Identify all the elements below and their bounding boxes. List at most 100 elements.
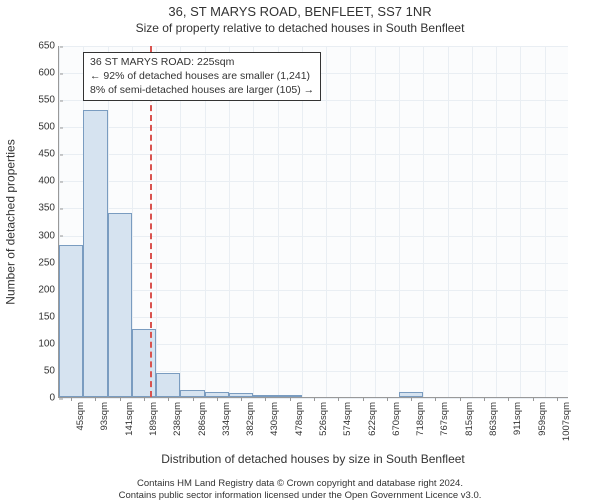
y-tick-label: 350 — [19, 203, 59, 214]
y-tick-label: 650 — [19, 41, 59, 52]
y-tick-label: 0 — [19, 393, 59, 404]
footer-line1: Contains HM Land Registry data © Crown c… — [0, 478, 600, 490]
y-tick-label: 250 — [19, 257, 59, 268]
gridline-h — [59, 46, 568, 47]
gridline-h — [59, 317, 568, 318]
gridline-h — [59, 236, 568, 237]
x-tick-label: 286sqm — [195, 402, 208, 436]
x-tick-label: 718sqm — [413, 402, 426, 436]
gridline-h — [59, 127, 568, 128]
gridline-v — [448, 46, 449, 397]
histogram-bar — [399, 392, 423, 397]
y-tick-label: 550 — [19, 95, 59, 106]
y-tick-label: 50 — [19, 365, 59, 376]
histogram-bar — [108, 213, 132, 397]
plot-area: 0501001502002503003504004505005506006504… — [58, 46, 568, 398]
page-title: 36, ST MARYS ROAD, BENFLEET, SS7 1NR — [0, 4, 600, 21]
gridline-h — [59, 290, 568, 291]
x-tick-mark — [95, 397, 96, 401]
x-tick-mark — [241, 397, 242, 401]
y-tick-label: 400 — [19, 176, 59, 187]
annotation-line1: 36 ST MARYS ROAD: 225sqm — [90, 55, 314, 69]
histogram-bar — [132, 329, 156, 397]
gridline-h — [59, 181, 568, 182]
x-tick-label: 430sqm — [267, 402, 280, 436]
footer-line2: Contains public sector information licen… — [0, 490, 600, 500]
page-subtitle: Size of property relative to detached ho… — [0, 21, 600, 37]
chart-container: 36, ST MARYS ROAD, BENFLEET, SS7 1NR Siz… — [0, 4, 600, 500]
x-tick-label: 1007sqm — [559, 402, 572, 441]
footer: Contains HM Land Registry data © Crown c… — [0, 478, 600, 500]
x-tick-mark — [144, 397, 145, 401]
x-tick-mark — [193, 397, 194, 401]
x-tick-label: 622sqm — [365, 402, 378, 436]
gridline-h — [59, 208, 568, 209]
x-tick-mark — [557, 397, 558, 401]
histogram-bar — [83, 110, 107, 397]
y-tick-label: 100 — [19, 338, 59, 349]
x-tick-mark — [411, 397, 412, 401]
annotation-line3: 8% of semi-detached houses are larger (1… — [90, 83, 314, 97]
x-tick-mark — [460, 397, 461, 401]
gridline-v — [496, 46, 497, 397]
x-tick-mark — [290, 397, 291, 401]
histogram-bar — [229, 393, 253, 397]
x-tick-mark — [314, 397, 315, 401]
x-tick-label: 574sqm — [340, 402, 353, 436]
gridline-v — [520, 46, 521, 397]
gridline-v — [399, 46, 400, 397]
x-tick-label: 959sqm — [535, 402, 548, 436]
annotation-box: 36 ST MARYS ROAD: 225sqm← 92% of detache… — [83, 52, 321, 101]
x-tick-mark — [484, 397, 485, 401]
x-tick-label: 911sqm — [510, 402, 523, 435]
x-tick-mark — [265, 397, 266, 401]
gridline-h — [59, 263, 568, 264]
y-tick-label: 300 — [19, 230, 59, 241]
histogram-bar — [59, 245, 83, 397]
gridline-h — [59, 154, 568, 155]
y-tick-label: 150 — [19, 311, 59, 322]
y-axis-label-wrap: Number of detached properties — [4, 46, 18, 398]
x-tick-label: 334sqm — [219, 402, 232, 436]
x-tick-label: 141sqm — [122, 402, 135, 436]
gridline-v — [375, 46, 376, 397]
x-tick-label: 767sqm — [437, 402, 450, 436]
x-tick-label: 815sqm — [462, 402, 475, 436]
plot-canvas: 0501001502002503003504004505005506006504… — [58, 46, 568, 398]
x-tick-mark — [533, 397, 534, 401]
gridline-v — [350, 46, 351, 397]
x-tick-label: 382sqm — [243, 402, 256, 436]
gridline-v — [423, 46, 424, 397]
x-tick-mark — [338, 397, 339, 401]
x-tick-label: 863sqm — [486, 402, 499, 436]
histogram-bar — [278, 395, 302, 397]
y-axis-label: Number of detached properties — [4, 139, 18, 304]
histogram-bar — [253, 395, 277, 397]
y-tick-label: 600 — [19, 68, 59, 79]
x-tick-mark — [120, 397, 121, 401]
x-tick-mark — [508, 397, 509, 401]
annotation-line2: ← 92% of detached houses are smaller (1,… — [90, 69, 314, 83]
x-tick-mark — [168, 397, 169, 401]
x-tick-label: 526sqm — [316, 402, 329, 436]
y-tick-label: 500 — [19, 122, 59, 133]
x-tick-mark — [435, 397, 436, 401]
x-tick-label: 93sqm — [97, 402, 110, 431]
x-tick-label: 478sqm — [292, 402, 305, 436]
x-axis-label: Distribution of detached houses by size … — [58, 452, 568, 466]
x-tick-label: 189sqm — [146, 402, 159, 436]
gridline-v — [472, 46, 473, 397]
histogram-bar — [205, 392, 229, 397]
x-tick-label: 238sqm — [170, 402, 183, 436]
x-tick-label: 670sqm — [389, 402, 402, 436]
x-tick-mark — [387, 397, 388, 401]
gridline-v — [326, 46, 327, 397]
x-tick-mark — [217, 397, 218, 401]
histogram-bar — [180, 390, 204, 397]
x-tick-mark — [363, 397, 364, 401]
y-tick-label: 450 — [19, 149, 59, 160]
histogram-bar — [156, 373, 180, 397]
x-tick-mark — [71, 397, 72, 401]
x-tick-label: 45sqm — [73, 402, 86, 431]
y-tick-label: 200 — [19, 284, 59, 295]
